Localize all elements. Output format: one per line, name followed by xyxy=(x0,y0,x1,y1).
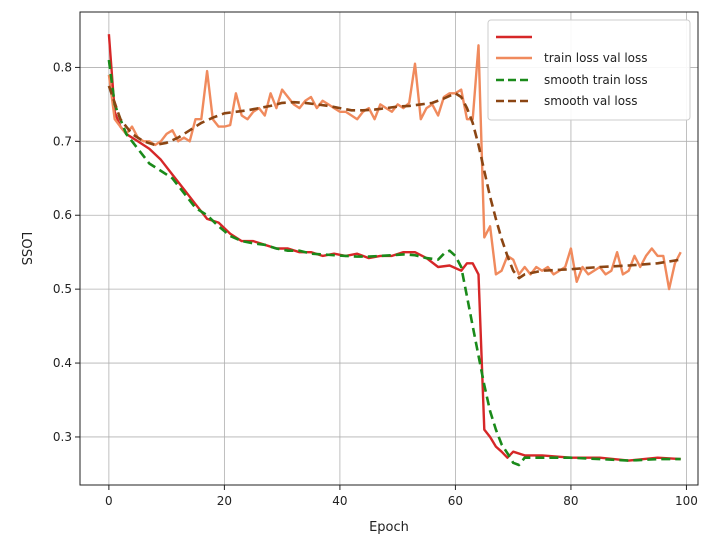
grid-lines xyxy=(80,12,698,485)
plot-frame xyxy=(79,11,699,486)
x-axis-title: Epoch xyxy=(369,520,409,535)
legend-label-2: train loss val loss xyxy=(544,51,648,65)
y-tick-label: 0.3 xyxy=(53,430,72,444)
x-tick-label: 20 xyxy=(217,494,232,508)
y-tick-label: 0.8 xyxy=(53,60,72,74)
y-axis-title: LOSS xyxy=(18,232,33,266)
legend: train loss val loss smooth train loss smoo… xyxy=(487,19,691,121)
legend-label-3: smooth train loss xyxy=(544,73,648,87)
x-tick-label: 60 xyxy=(448,494,463,508)
series-line-4 xyxy=(107,85,681,280)
legend-label-4: smooth val loss xyxy=(544,94,638,108)
y-tick-label: 0.5 xyxy=(53,282,72,296)
x-tick-label: 80 xyxy=(563,494,578,508)
y-tick-label: 0.4 xyxy=(53,356,72,370)
y-tick-label: 0.6 xyxy=(53,208,72,222)
y-tick-label: 0.7 xyxy=(53,134,72,148)
x-tick-label: 100 xyxy=(675,494,698,508)
x-tick-label: 0 xyxy=(105,494,113,508)
series-line-1 xyxy=(107,34,681,462)
legend-box xyxy=(487,19,691,121)
series-layer xyxy=(107,34,682,467)
axis-ticks: 0 20 40 60 80 100 0.3 0.4 0.5 0.6 0.7 0.8 xyxy=(53,60,698,508)
x-tick-label: 40 xyxy=(332,494,347,508)
series-line-3 xyxy=(107,59,681,467)
